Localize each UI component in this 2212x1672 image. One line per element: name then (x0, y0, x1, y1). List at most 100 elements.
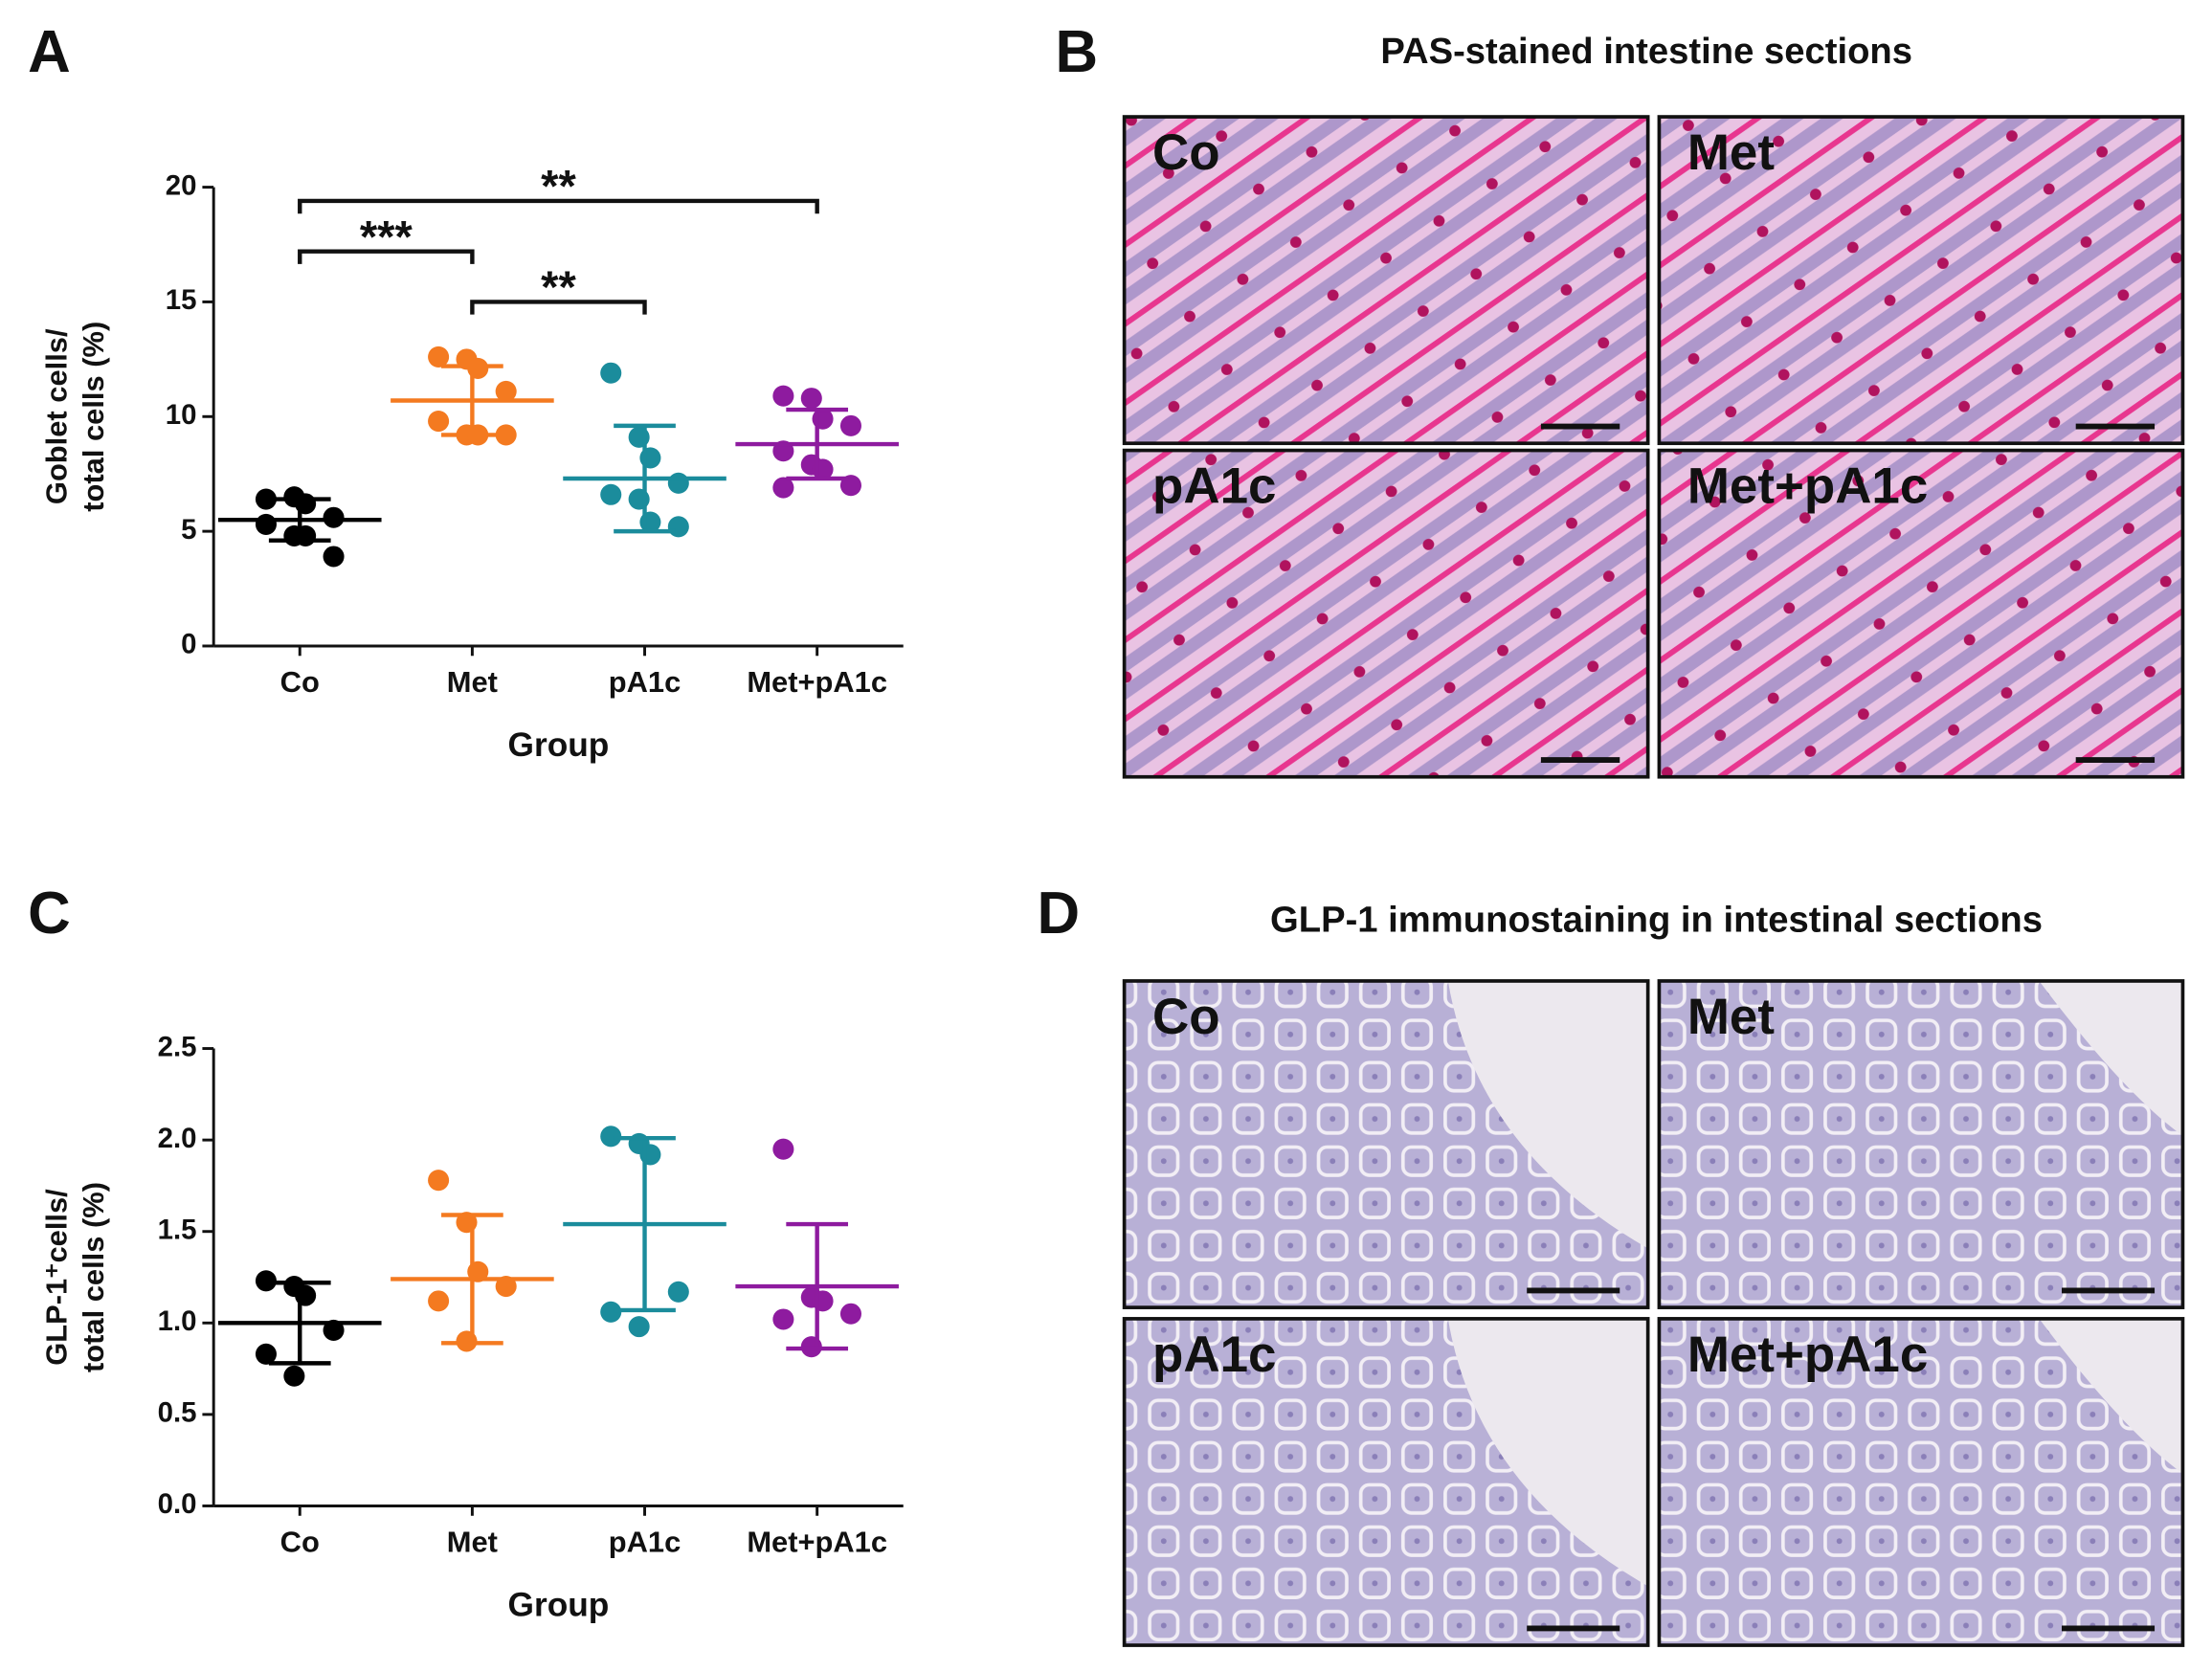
tissue-background (2039, 1318, 2183, 1474)
y-tick-label: 10 (166, 399, 197, 431)
data-point (772, 1308, 794, 1330)
micrograph: pA1c (1122, 1317, 1650, 1647)
micrograph-label: pA1c (1152, 458, 1276, 515)
data-point (600, 483, 622, 505)
tissue-background (2039, 980, 2183, 1136)
x-tick-label: Met+pA1c (747, 665, 887, 699)
error-bar (441, 364, 503, 437)
x-tick-label: Met (447, 1525, 498, 1558)
y-tick-label: 0.0 (158, 1488, 197, 1520)
micrograph: Met (1657, 115, 2185, 446)
x-axis-label: Group (508, 726, 610, 764)
panel-title: GLP-1 immunostaining in intestinal secti… (1270, 899, 2043, 940)
error-bar (614, 1136, 676, 1313)
x-tick-label: Met (447, 665, 498, 699)
y-tick-label: 5 (181, 514, 196, 546)
y-tick-label: 1.0 (158, 1305, 197, 1337)
panel-letter: D (1037, 881, 1080, 947)
micrograph-frame (1657, 448, 2185, 779)
x-tick-label: Co (280, 665, 320, 699)
data-point (667, 1281, 689, 1303)
error-bar (441, 1213, 503, 1346)
micrograph: Co (1122, 115, 1650, 446)
x-tick-label: pA1c (609, 665, 681, 699)
micrograph: Met+pA1c (1657, 1317, 2185, 1647)
error-bar (786, 1221, 849, 1351)
y-axis-label: total cells (%) (77, 322, 110, 512)
data-point (772, 477, 794, 499)
data-point (428, 1290, 450, 1312)
micrograph-label: pA1c (1152, 1326, 1276, 1383)
micrograph-frame (1122, 979, 1650, 1309)
significance-label: ** (541, 161, 576, 212)
data-point (255, 1343, 277, 1365)
y-tick-label: 15 (166, 284, 197, 316)
data-point (667, 472, 689, 494)
significance-bracket (298, 198, 819, 214)
data-point (428, 1170, 450, 1192)
error-bar (614, 423, 676, 534)
y-tick-label: 0 (181, 629, 196, 660)
micrograph-frame (1122, 448, 1650, 779)
x-tick-label: pA1c (609, 1525, 681, 1558)
y-tick-label: 2.5 (158, 1031, 197, 1062)
data-point (800, 388, 822, 410)
micrograph-label: Met (1687, 989, 1775, 1045)
micrograph-frame (1657, 115, 2185, 446)
micrograph: Co (1122, 979, 1650, 1309)
y-axis-label: total cells (%) (77, 1182, 110, 1372)
y-tick-label: 1.5 (158, 1214, 197, 1245)
data-point (772, 1138, 794, 1160)
micrograph-image (1659, 450, 2183, 777)
data-point (428, 346, 450, 368)
panel-letter: C (28, 881, 71, 947)
micrograph-frame (1657, 1317, 2185, 1647)
x-axis-label: Group (508, 1587, 610, 1624)
tissue-background (1447, 1318, 1648, 1587)
data-point (839, 414, 861, 436)
data-point (428, 411, 450, 433)
data-point (839, 1303, 861, 1325)
micrograph-frame (1122, 115, 1650, 446)
micrograph-frame (1122, 1317, 1650, 1647)
panel-letter: A (28, 19, 71, 85)
data-point (600, 362, 622, 384)
error-bar (786, 407, 849, 481)
data-point (283, 1365, 305, 1387)
data-point (323, 506, 345, 528)
data-point (667, 516, 689, 538)
data-point (323, 546, 345, 568)
micrograph: Met+pA1c (1657, 448, 2185, 779)
error-bar (268, 1281, 331, 1366)
data-point (772, 385, 794, 407)
data-point (255, 488, 277, 510)
micrograph-label: Met (1687, 124, 1775, 181)
micrograph-label: Co (1152, 124, 1220, 181)
micrograph: Met (1657, 979, 2185, 1309)
y-axis-label: Goblet cells/ (40, 328, 74, 504)
data-point (255, 1270, 277, 1292)
significance-label: ** (541, 261, 576, 312)
data-point (600, 1301, 622, 1323)
y-tick-label: 2.0 (158, 1123, 197, 1154)
data-point (600, 1126, 622, 1148)
y-tick-label: 0.5 (158, 1397, 197, 1429)
error-bar (268, 497, 331, 543)
y-tick-label: 20 (166, 169, 197, 201)
panel-title: PAS-stained intestine sections (1380, 31, 1912, 72)
y-axis-label: GLP-1⁺cells/ (40, 1189, 74, 1366)
data-point (495, 380, 517, 402)
micrograph-label: Co (1152, 989, 1220, 1045)
panel-letter: B (1056, 19, 1099, 85)
micrograph-image (1124, 117, 1648, 444)
micrograph: pA1c (1122, 448, 1650, 779)
significance-bracket (298, 249, 475, 264)
micrograph-image (1659, 117, 2183, 444)
data-point (495, 424, 517, 446)
x-tick-label: Co (280, 1525, 320, 1558)
significance-label: *** (360, 211, 413, 261)
micrograph-label: Met+pA1c (1687, 458, 1928, 515)
micrograph-image (1124, 450, 1648, 777)
tissue-background (1447, 980, 1648, 1249)
